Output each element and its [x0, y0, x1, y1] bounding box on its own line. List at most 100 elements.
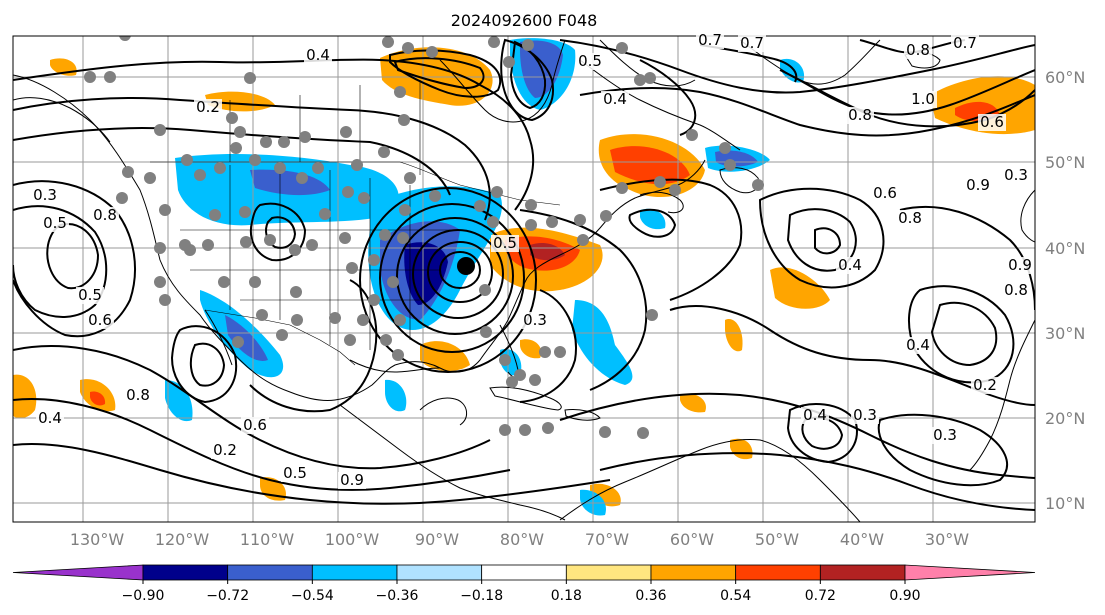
station-marker — [209, 209, 221, 221]
contour-label: 0.8 — [898, 209, 922, 227]
plot-title: 2024092600 F048 — [451, 11, 598, 30]
station-marker — [600, 210, 612, 222]
station-marker — [574, 214, 586, 226]
contour-label: 0.8 — [93, 206, 117, 224]
station-marker — [686, 129, 698, 141]
station-marker — [368, 254, 380, 266]
colorbar-extend-min — [12, 564, 144, 581]
station-marker — [239, 206, 251, 218]
contour-label: 0.2 — [196, 98, 220, 116]
station-marker — [394, 314, 406, 326]
longitude-tick-label: 130°W — [70, 530, 125, 549]
contour-label-background — [909, 91, 937, 108]
contour-label: 0.5 — [283, 464, 307, 482]
low-center-contour — [427, 241, 493, 303]
coastlines — [13, 39, 1035, 522]
cuba-coast — [489, 386, 562, 411]
station-marker — [474, 200, 486, 212]
contour-label: 0.3 — [523, 311, 547, 329]
longitude-tick-label: 60°W — [670, 530, 714, 549]
province-border — [229, 80, 421, 175]
longitude-tick-label: 40°W — [840, 530, 884, 549]
contour-label: 0.7 — [740, 34, 764, 52]
contour-label: 0.5 — [43, 214, 67, 232]
longitude-tick-label: 120°W — [155, 530, 210, 549]
station-marker — [479, 284, 491, 296]
station-marker — [637, 427, 649, 439]
hispaniola-coast — [564, 409, 601, 421]
contour-line — [779, 69, 1035, 128]
station-marker — [546, 216, 558, 228]
station-marker — [202, 239, 214, 251]
contour-line — [599, 178, 743, 301]
contour-line — [579, 87, 1035, 137]
contour-label-background — [904, 42, 932, 59]
station-markers — [84, 36, 764, 439]
contour-line — [250, 202, 307, 262]
contour-label-background — [31, 187, 59, 204]
contour-line — [599, 452, 1035, 511]
contour-line — [249, 279, 378, 413]
low-center-contour — [412, 229, 504, 319]
negative-region — [165, 380, 193, 422]
colorbar-tick-label: −0.36 — [376, 588, 419, 604]
station-marker — [357, 314, 369, 326]
negative-region — [640, 208, 666, 230]
contour-label: 0.2 — [973, 376, 997, 394]
contour-label-background — [91, 207, 119, 224]
contour-label-background — [41, 215, 69, 232]
contour-line — [628, 208, 677, 238]
positive-region — [725, 319, 743, 352]
station-marker — [104, 71, 116, 83]
positive-region — [205, 91, 275, 112]
colorbar-tick-label: 0.18 — [551, 588, 582, 604]
station-marker — [488, 36, 500, 48]
station-marker — [398, 114, 410, 126]
contour-label-background — [76, 287, 104, 304]
contour-label: 0.3 — [933, 426, 957, 444]
colorbar-tick-label: −0.54 — [291, 588, 334, 604]
station-marker — [542, 422, 554, 434]
colorbar-swatch — [227, 564, 313, 581]
latitude-tick-label: 50°N — [1045, 153, 1085, 172]
longitude-tick-label: 30°W — [925, 530, 969, 549]
contour-label: 0.4 — [306, 46, 330, 64]
contour-line — [13, 180, 136, 338]
station-marker — [289, 244, 301, 256]
station-marker — [119, 36, 131, 41]
colorbar-tick-label: −0.90 — [122, 588, 165, 604]
colorbar: −0.90 −0.72 −0.54 −0.36 −0.18 0.18 0.36 0.54 0.7… — [12, 564, 1036, 604]
contour-label-background — [1002, 282, 1030, 299]
station-marker — [379, 229, 391, 241]
station-marker — [340, 126, 352, 138]
colorbar-swatch — [565, 564, 652, 581]
station-marker — [329, 312, 341, 324]
contour-label: 0.5 — [78, 286, 102, 304]
station-marker — [514, 369, 526, 381]
station-marker — [291, 314, 303, 326]
contour-label-background — [931, 427, 959, 444]
station-marker — [752, 179, 764, 191]
station-marker — [194, 169, 206, 181]
colorbar-swatch — [735, 564, 821, 581]
contour-label-background — [601, 91, 629, 108]
contour-label: 0.5 — [578, 52, 602, 70]
contour-label-background — [846, 107, 874, 124]
station-marker — [487, 216, 499, 228]
contour-line — [559, 392, 1035, 479]
contour-line — [559, 39, 1035, 94]
contour-line — [786, 208, 857, 272]
contour-label: 0.2 — [213, 441, 237, 459]
colorbar-tick-label: 0.90 — [889, 588, 920, 604]
station-marker — [368, 294, 380, 306]
station-marker — [122, 166, 134, 178]
contour-line — [13, 97, 491, 221]
longitude-tick-label: 50°W — [755, 530, 799, 549]
contour-label: 0.8 — [1004, 281, 1028, 299]
station-marker — [522, 39, 534, 51]
contour-label-background — [896, 210, 924, 227]
contour-line — [789, 69, 1035, 116]
station-marker — [159, 204, 171, 216]
station-marker — [290, 286, 302, 298]
contour-line — [500, 38, 554, 122]
